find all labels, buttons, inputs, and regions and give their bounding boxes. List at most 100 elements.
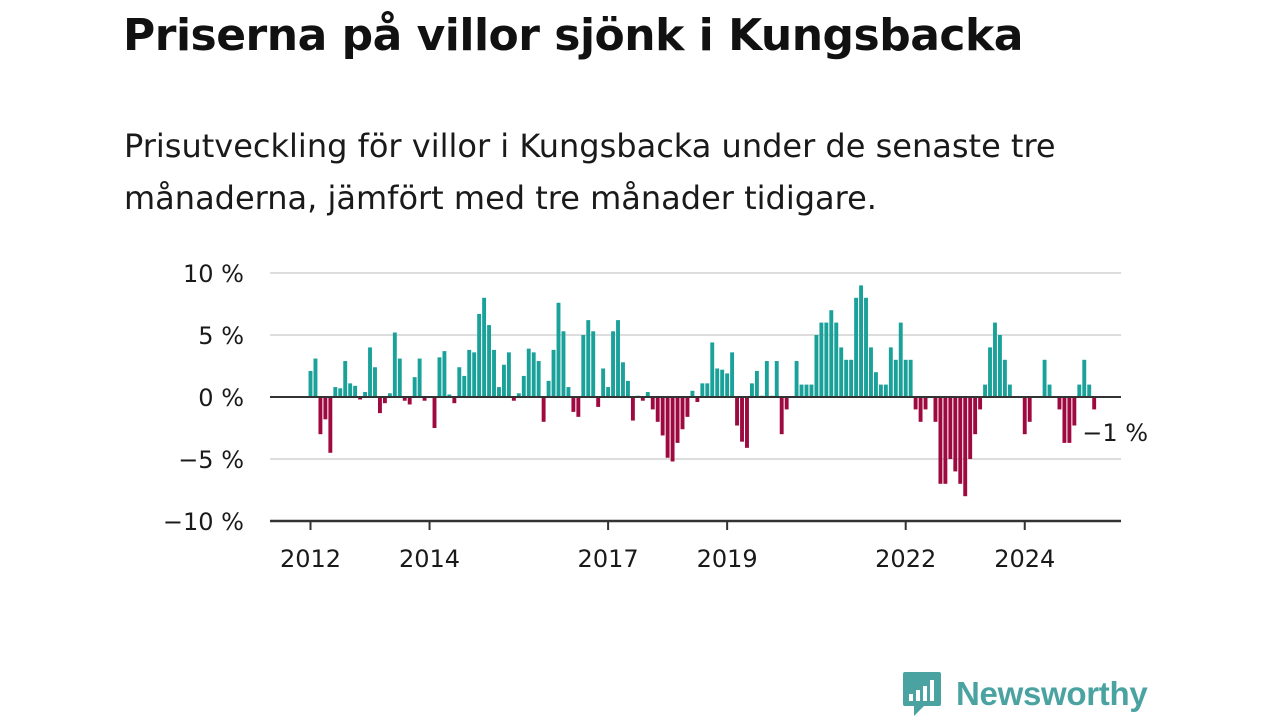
bar: [630, 397, 635, 421]
bar: [1042, 359, 1047, 397]
newsworthy-logo[interactable]: Newsworthy: [902, 670, 1148, 718]
bar: [571, 397, 576, 412]
bar: [308, 370, 313, 397]
logo-text: Newsworthy: [956, 675, 1148, 712]
bar: [501, 364, 506, 397]
bar: [368, 347, 372, 397]
bar: [665, 397, 670, 458]
bars: [308, 285, 1097, 497]
y-tick-label: 10 %: [183, 260, 244, 288]
bar: [1082, 359, 1087, 397]
bar: [382, 397, 387, 404]
x-tick-label: 2012: [280, 545, 341, 573]
bar: [913, 397, 918, 410]
bar: [422, 397, 427, 401]
bar: [715, 368, 720, 397]
bar: [328, 397, 333, 453]
latest-value-annotation: −1 %: [1082, 419, 1148, 447]
gridlines: [270, 272, 1121, 460]
bar: [705, 383, 710, 397]
bar: [402, 397, 407, 401]
x-tick-label: 2024: [994, 545, 1055, 573]
bar: [576, 397, 581, 417]
bar: [1022, 397, 1027, 435]
y-tick-label: 0 %: [198, 384, 244, 412]
bar: [358, 397, 363, 400]
bar: [477, 313, 482, 397]
bar: [1092, 397, 1097, 410]
bar: [621, 362, 625, 397]
bar: [794, 361, 799, 397]
bar: [1027, 397, 1032, 422]
bar: [680, 397, 685, 430]
bar: [695, 397, 700, 402]
bar: [407, 397, 412, 405]
bar: [546, 380, 551, 397]
bar: [472, 352, 477, 397]
bar: [353, 385, 358, 397]
bar: [814, 335, 819, 397]
bar: [983, 384, 988, 397]
bar: [1062, 397, 1067, 443]
bar: [645, 392, 650, 397]
bar: [655, 397, 660, 422]
bar: [521, 375, 526, 397]
bar: [1047, 384, 1052, 397]
bar: [531, 352, 536, 397]
bar: [730, 352, 735, 397]
bar: [616, 320, 620, 397]
bar: [873, 372, 878, 397]
x-tick-label: 2022: [875, 545, 936, 573]
bar: [878, 384, 883, 397]
bar: [506, 352, 511, 397]
bar: [849, 359, 854, 397]
bar: [457, 367, 462, 397]
bar: [784, 397, 789, 410]
bar: [864, 297, 868, 397]
bar: [725, 373, 730, 397]
bar-chart-speech-bubble-icon: [903, 672, 941, 716]
bar: [606, 387, 611, 397]
bar: [844, 359, 849, 397]
bar: [893, 359, 898, 397]
bar: [625, 380, 630, 397]
bar: [650, 397, 655, 410]
bar: [943, 397, 948, 484]
bar: [556, 302, 561, 397]
bar: [933, 397, 938, 422]
bar: [685, 397, 690, 417]
bar: [487, 325, 492, 397]
bar: [735, 397, 740, 426]
bar: [908, 359, 913, 397]
bar: [373, 367, 377, 397]
labels: 10 % 5 % 0 % −5 % −10 % 2012 2014 2017 2019 2022 2…: [163, 260, 1148, 573]
bar: [417, 358, 422, 397]
bar: [883, 384, 888, 397]
bar: [819, 322, 824, 397]
bar: [338, 388, 343, 397]
bar: [720, 369, 725, 397]
y-tick-label: 5 %: [198, 322, 244, 350]
bar: [377, 397, 382, 414]
bar: [640, 397, 645, 401]
bar: [313, 358, 318, 397]
bar: [997, 335, 1002, 397]
bar: [566, 387, 571, 397]
bar: [963, 397, 968, 497]
bar: [551, 349, 556, 397]
bar: [343, 361, 348, 397]
bar: [754, 370, 759, 397]
bar: [745, 397, 749, 448]
bar: [774, 361, 779, 397]
bar: [918, 397, 923, 422]
bar: [1072, 397, 1077, 426]
bar: [888, 347, 893, 397]
bar: [978, 397, 983, 410]
bar: [412, 377, 417, 397]
bar: [333, 387, 338, 397]
bar: [958, 397, 963, 484]
bar: [834, 322, 839, 397]
bar: [740, 397, 744, 442]
bar: [700, 383, 705, 397]
bar: [492, 349, 496, 397]
